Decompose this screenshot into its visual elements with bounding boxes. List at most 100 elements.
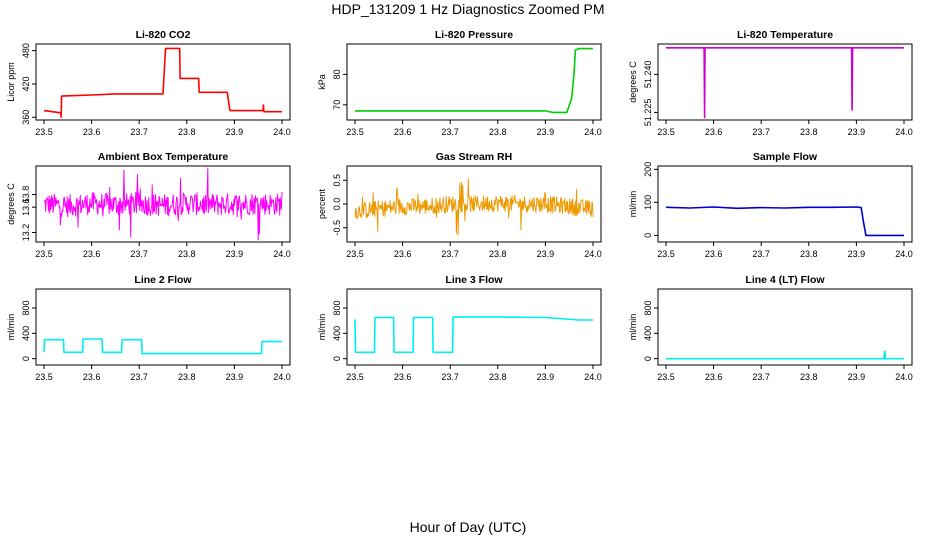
x-tick-label: 23.5: [657, 127, 675, 137]
y-tick-label: -0.5: [332, 220, 342, 236]
panel-title: Li-820 Temperature: [737, 29, 833, 41]
panel-title: Line 4 (LT) Flow: [745, 274, 825, 286]
chart-panel-2: Li-820 Pressure 23.5 23.6 23.7 23.8 23.9 24.0 7…: [317, 29, 602, 137]
x-tick-label: 23.7: [441, 127, 459, 137]
series-line: [43, 47, 282, 118]
y-tick-label: 70: [332, 100, 342, 110]
panel-frame: [35, 288, 291, 366]
chart-panel-1: Li-820 CO2 23.5 23.6 23.7 23.8 23.9 24.0 360 420…: [6, 29, 291, 137]
chart-panel-6: Sample Flow 23.5 23.6 23.7 23.8 23.9 24.0 0 100 2…: [628, 151, 913, 259]
x-tick-label: 23.8: [800, 372, 818, 382]
x-axis-title: Hour of Day (UTC): [409, 519, 527, 535]
x-tick-label: 23.9: [226, 372, 244, 382]
panel-title: Ambient Box Temperature: [98, 151, 229, 163]
x-tick-label: 23.7: [130, 127, 148, 137]
y-tick-label: 0.5: [332, 174, 342, 187]
chart-panel-3: Li-820 Temperature 23.5 23.6 23.7 23.8 23.9 24…: [628, 29, 913, 137]
y-tick-label: 0: [643, 356, 653, 361]
x-tick-label: 24.0: [273, 372, 291, 382]
x-tick-label: 23.8: [489, 372, 507, 382]
series-line: [43, 167, 283, 241]
y-axis-label: kPa: [317, 74, 327, 90]
panel-title: Line 2 Flow: [134, 274, 192, 286]
x-tick-label: 23.8: [178, 372, 196, 382]
y-tick-label: 13.6: [21, 198, 31, 216]
y-axis-label: degrees C: [6, 183, 16, 225]
x-tick-label: 23.7: [752, 249, 770, 259]
series-line: [354, 316, 593, 354]
x-tick-label: 23.6: [394, 127, 412, 137]
x-tick-label: 23.5: [35, 249, 53, 259]
y-tick-label: 0: [643, 233, 653, 238]
x-tick-label: 23.6: [705, 372, 723, 382]
y-tick-label: 51.225: [643, 99, 653, 127]
x-tick-label: 24.0: [895, 372, 913, 382]
chart-panel-9: Line 4 (LT) Flow 23.5 23.6 23.7 23.8 23.9 24.0…: [628, 274, 913, 382]
y-axis-label: ml/min: [317, 314, 327, 341]
series-line: [665, 206, 904, 237]
y-tick-label: 51.240: [643, 61, 653, 89]
x-tick-label: 23.9: [848, 372, 866, 382]
x-tick-label: 23.6: [83, 372, 101, 382]
panel-title: Sample Flow: [753, 151, 818, 163]
figure-title: HDP_131209 1 Hz Diagnostics Zoomed PM: [331, 1, 605, 17]
chart-panel-4: Ambient Box Temperature 23.5 23.6 23.7 23.8 2…: [6, 151, 291, 259]
x-tick-label: 23.6: [83, 249, 101, 259]
panel-frame: [657, 43, 913, 121]
x-tick-label: 23.9: [537, 249, 555, 259]
x-tick-label: 23.9: [537, 127, 555, 137]
x-tick-label: 23.5: [346, 127, 364, 137]
x-tick-label: 24.0: [895, 127, 913, 137]
x-tick-label: 23.5: [35, 372, 53, 382]
x-tick-label: 23.9: [226, 249, 244, 259]
x-tick-label: 23.7: [752, 372, 770, 382]
panel-frame: [35, 165, 291, 243]
x-tick-label: 23.9: [848, 127, 866, 137]
panel-title: Li-820 CO2: [136, 29, 191, 41]
x-tick-label: 23.6: [394, 372, 412, 382]
y-tick-label: 0: [21, 356, 31, 361]
x-tick-label: 23.6: [705, 127, 723, 137]
panel-title: Line 3 Flow: [445, 274, 503, 286]
x-tick-label: 23.9: [537, 372, 555, 382]
y-axis-label: degrees C: [628, 61, 638, 103]
x-tick-label: 23.8: [178, 249, 196, 259]
panel-title: Li-820 Pressure: [435, 29, 513, 41]
x-tick-label: 23.8: [178, 127, 196, 137]
y-tick-label: 13.8: [21, 186, 31, 204]
y-tick-label: 800: [21, 300, 31, 315]
x-tick-label: 23.5: [346, 249, 364, 259]
series-line: [43, 338, 282, 355]
y-tick-label: 100: [643, 195, 653, 210]
y-tick-label: 800: [332, 300, 342, 315]
x-tick-label: 24.0: [584, 127, 602, 137]
y-axis-label: percent: [317, 188, 327, 219]
panel-frame: [657, 165, 913, 243]
x-tick-label: 24.0: [584, 372, 602, 382]
y-tick-label: 400: [332, 326, 342, 341]
y-tick-label: 0: [332, 356, 342, 361]
y-tick-label: 360: [21, 110, 31, 125]
y-tick-label: 800: [643, 300, 653, 315]
x-tick-label: 23.6: [394, 249, 412, 259]
x-tick-label: 24.0: [273, 127, 291, 137]
series-line: [666, 350, 904, 360]
x-tick-label: 23.8: [489, 249, 507, 259]
y-axis-label: ml/min: [628, 191, 638, 218]
y-axis-label: ml/min: [628, 314, 638, 341]
x-tick-label: 23.8: [800, 127, 818, 137]
x-tick-label: 23.6: [83, 127, 101, 137]
y-tick-label: 200: [643, 162, 653, 177]
x-tick-label: 23.7: [441, 249, 459, 259]
panel-title: Gas Stream RH: [436, 151, 512, 163]
x-tick-label: 24.0: [895, 249, 913, 259]
x-tick-label: 23.5: [346, 372, 364, 382]
x-tick-label: 23.9: [848, 249, 866, 259]
x-tick-label: 23.7: [130, 249, 148, 259]
y-tick-label: 400: [643, 326, 653, 341]
x-tick-label: 23.8: [489, 127, 507, 137]
y-axis-label: Licor ppm: [6, 62, 16, 102]
x-tick-label: 23.5: [657, 249, 675, 259]
x-tick-label: 24.0: [584, 249, 602, 259]
